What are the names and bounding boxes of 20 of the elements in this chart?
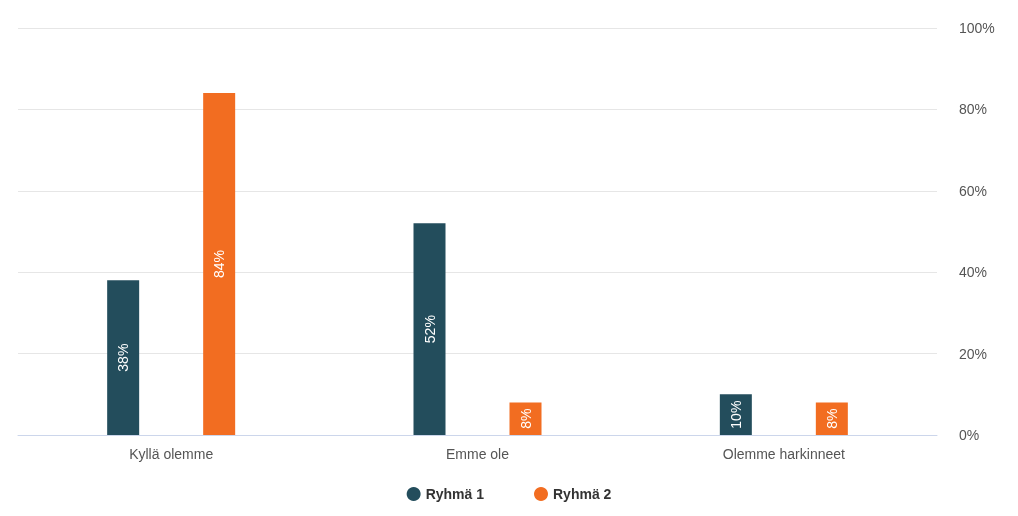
data-label: 38% xyxy=(115,343,132,372)
bar xyxy=(413,223,446,435)
data-label: 8% xyxy=(823,408,840,429)
y-tick-label: 100% xyxy=(959,20,995,36)
y-tick-label: 20% xyxy=(959,345,988,362)
y-tick-label: 60% xyxy=(959,182,988,199)
data-label: 10% xyxy=(727,400,744,429)
bar xyxy=(107,280,140,435)
data-label: 84% xyxy=(211,250,228,279)
data-label: 8% xyxy=(517,408,534,429)
data-label: 52% xyxy=(421,315,438,344)
legend-label: Ryhmä 2 xyxy=(553,486,612,502)
x-tick-label: Olemme harkinneet xyxy=(722,446,846,462)
y-tick-label: 80% xyxy=(959,101,988,118)
y-tick-label: 0% xyxy=(959,427,980,443)
x-tick-label: Emme ole xyxy=(445,446,510,462)
legend-label: Ryhmä 1 xyxy=(425,486,485,502)
bar xyxy=(203,93,236,435)
x-tick-label: Kyllä olemme xyxy=(129,446,214,462)
y-tick-label: 40% xyxy=(959,264,988,281)
